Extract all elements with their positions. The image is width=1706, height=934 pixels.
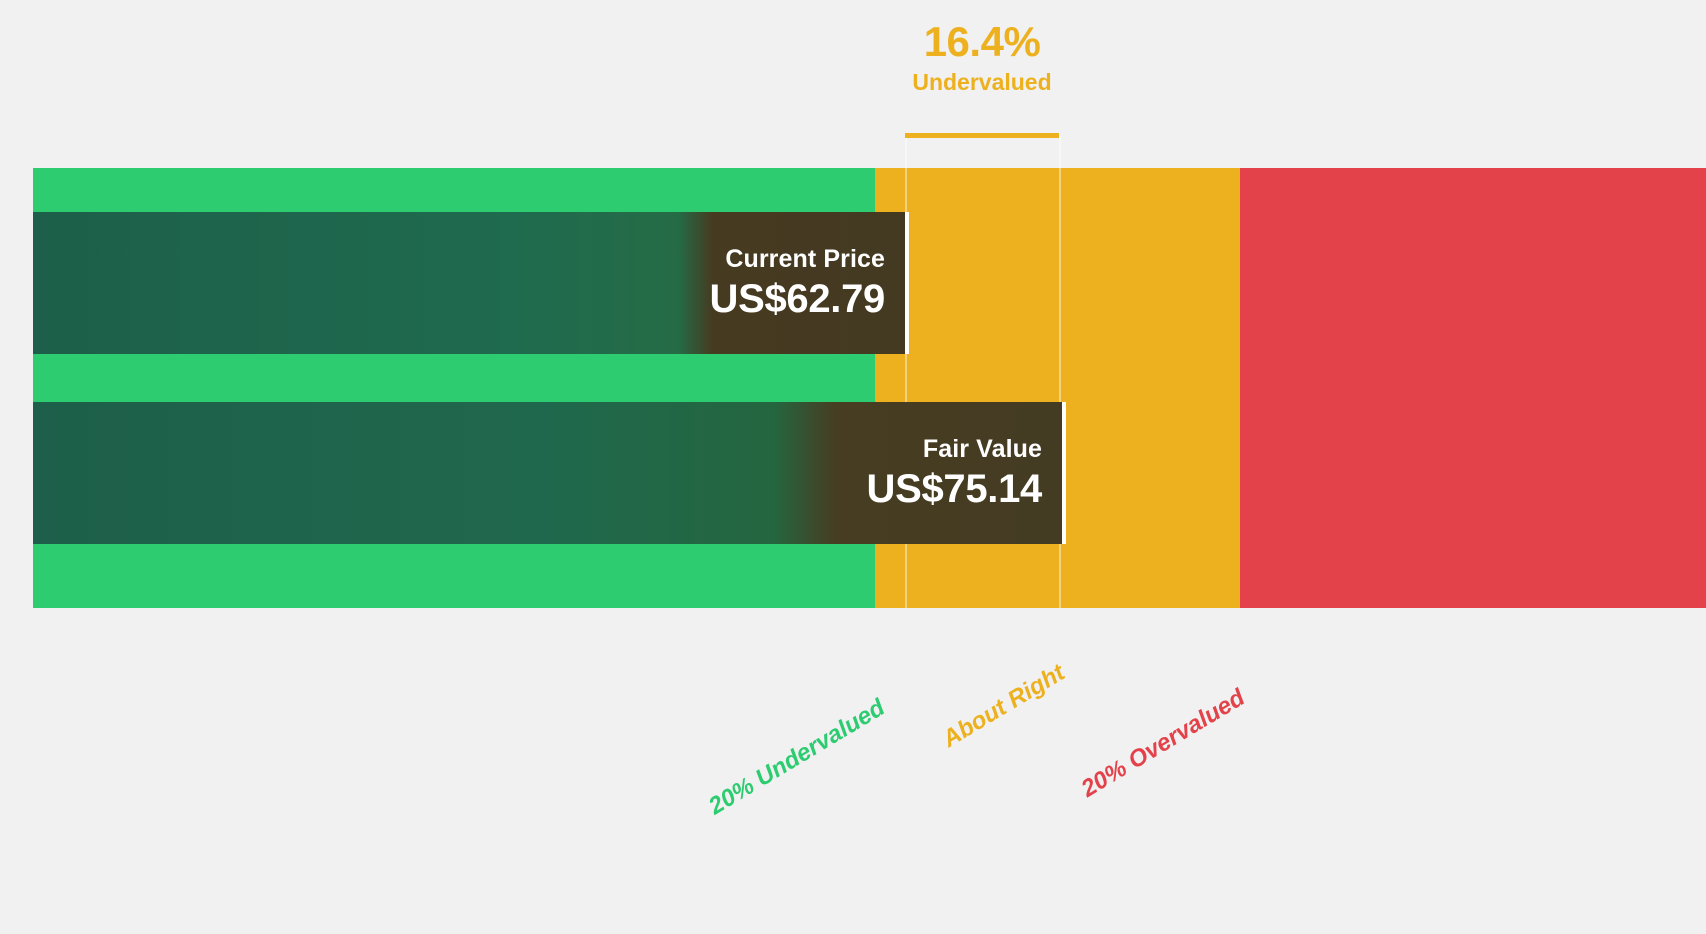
discount-status: Undervalued xyxy=(912,69,1052,96)
guide-line-right xyxy=(1059,136,1061,608)
discount-callout: 16.4% Undervalued xyxy=(905,18,1059,97)
callout-underline xyxy=(905,133,1059,138)
fair-value-label: Fair Value xyxy=(922,435,1042,464)
current-price-value: US$62.79 xyxy=(709,276,885,321)
fair-value-value: US$75.14 xyxy=(866,466,1042,511)
bar-current-price: Current Price US$62.79 xyxy=(33,212,909,354)
bar-fair-value: Fair Value US$75.14 xyxy=(33,402,1066,544)
valuation-chart: Current Price US$62.79 Fair Value US$75.… xyxy=(33,18,1706,821)
band-overvalued xyxy=(1240,168,1706,608)
current-price-label: Current Price xyxy=(725,245,885,274)
discount-percent: 16.4% xyxy=(923,18,1041,65)
guide-line-left xyxy=(905,136,907,608)
